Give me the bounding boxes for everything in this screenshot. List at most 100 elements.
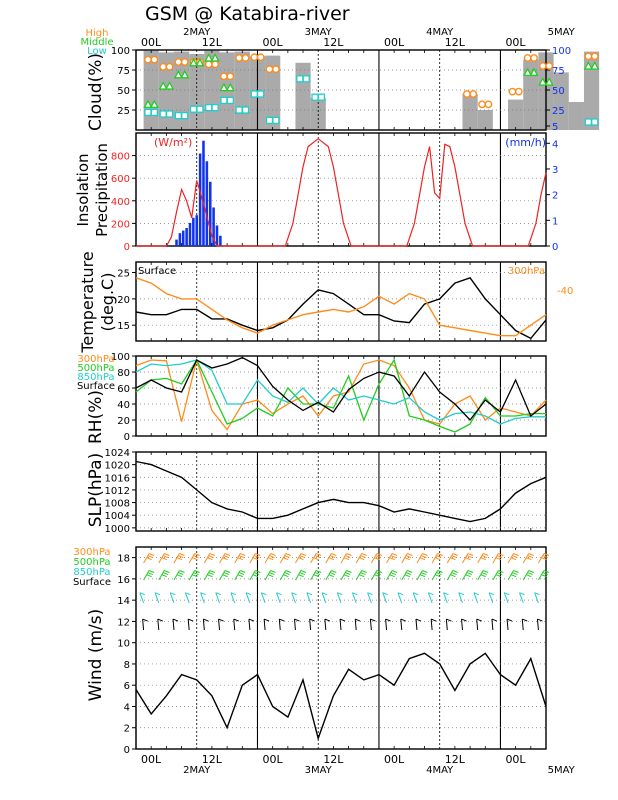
insolation-panel: 0 200 400 600 800 0 1 2 3 4 (W/m²) (mm/h) Insolat…: [74, 132, 558, 253]
y-tick-label: 14: [117, 596, 130, 607]
cloud-total-bar: [568, 102, 584, 130]
wind-barb-feather: [522, 618, 528, 622]
cloud-marker-high: [250, 53, 259, 62]
wind-barb-feather: [345, 555, 351, 559]
cloud-marker-low: [241, 106, 250, 114]
wind-barb-feather: [359, 574, 365, 578]
wind-barb-feather: [482, 553, 489, 556]
wind-barb-shaft: [386, 553, 393, 564]
wind-barb-shaft: [293, 618, 296, 631]
cloud-marker-high: [530, 54, 538, 62]
wind-barb-feather: [506, 618, 513, 622]
wind-barb-feather: [252, 557, 259, 561]
temp-right-tick: -40: [557, 286, 573, 297]
wind-barb-shaft: [536, 618, 539, 631]
wind-barb-shaft: [291, 592, 296, 604]
wind-barb-feather: [385, 618, 391, 622]
wind-barb-feather: [343, 557, 350, 561]
cloud-marker-middle: [143, 99, 153, 109]
bottom-date-label: 4MAY: [426, 765, 454, 776]
cloud-marker-middle: [164, 81, 175, 90]
wind-barb-feather: [504, 592, 510, 596]
y-tick-label: 20: [117, 295, 130, 306]
wind-barb-shaft: [234, 570, 241, 581]
wind-barb-shaft: [260, 592, 266, 604]
top-hour-label: 12L: [323, 36, 344, 49]
wind-barb-shaft: [491, 618, 494, 631]
wind-barb-feather: [452, 570, 458, 573]
wind-barb-feather: [527, 555, 533, 559]
wind-barb-feather: [370, 618, 376, 622]
y-tick-label: 1024: [105, 448, 130, 459]
wind-barb-feather: [435, 557, 441, 561]
wind-barb-shaft: [462, 570, 469, 581]
top-time-axis: 2MAY 3MAY 4MAY 5MAY 00L 12L 00L 12L 00L 12L 00L: [141, 27, 576, 49]
wind-barb-shaft: [492, 553, 499, 564]
wind-barb-feather: [146, 574, 152, 578]
panel-frame: [135, 261, 547, 342]
wind-barb-feather: [194, 570, 200, 573]
wind-barb-feather: [513, 570, 519, 573]
wind-barb-feather: [339, 618, 346, 622]
precip-bar: [188, 222, 192, 246]
wind-barb-shaft: [278, 618, 281, 631]
wind-barb-feather: [421, 572, 427, 576]
temp-300-label: 300hPa: [508, 266, 545, 277]
unit-left: (W/m²): [154, 136, 192, 149]
wind-barb-feather: [148, 570, 155, 573]
wind-barb-feather: [178, 572, 184, 576]
cloud-total-bar: [265, 55, 281, 130]
cloud-marker-low: [296, 75, 304, 83]
cloud-marker-high: [174, 58, 183, 66]
wind-barb-feather: [376, 570, 383, 573]
wind-barb-feather: [496, 572, 503, 576]
wind-barb-feather: [329, 555, 336, 559]
wind-barb-feather: [450, 574, 456, 578]
cloud-marker-low: [165, 110, 174, 118]
wind-barb-shaft: [416, 570, 423, 581]
y-tick-label: 8: [124, 660, 130, 671]
wind-barb-feather: [360, 555, 366, 559]
wind-barb-feather: [537, 618, 543, 622]
wind-barb-shaft: [400, 618, 403, 631]
y-tick-label: 15: [117, 321, 130, 332]
precipitation-bars: [175, 140, 222, 246]
wind-barb-feather: [430, 618, 437, 622]
wind-barb-feather: [452, 553, 458, 556]
wind-barb-shaft: [143, 570, 150, 581]
wind-barb-feather: [343, 574, 350, 578]
y-tick-label-right: 2: [552, 191, 558, 202]
wind-barb-shaft: [279, 553, 287, 564]
wind-barb-shaft: [370, 570, 378, 581]
cloud-marker-low: [159, 110, 167, 118]
wind-barb-feather: [346, 553, 352, 556]
wind-barb-feather: [527, 572, 533, 576]
precip-bar: [208, 181, 212, 246]
wind-barb-feather: [436, 555, 442, 559]
wind-barb-feather: [450, 557, 456, 561]
top-date-label: 3MAY: [305, 27, 333, 38]
wind-barb-feather: [263, 618, 270, 622]
wind-barb-feather: [419, 574, 426, 578]
wind-barb-feather: [315, 570, 322, 573]
wind-barb-shaft: [415, 618, 418, 631]
cloud-marker-middle: [204, 53, 214, 62]
bottom-hour-label: 00L: [141, 753, 162, 766]
legend-middle: Middle: [80, 37, 113, 48]
y-tick-label: 1004: [105, 511, 130, 522]
bottom-date-label: 5MAY: [548, 765, 576, 776]
top-hour-label: 12L: [445, 36, 466, 49]
wind-barb-feather: [428, 592, 434, 596]
wind-barb-shaft: [431, 570, 439, 581]
y-tick-label: 10: [117, 639, 130, 650]
bottom-hour-label: 00L: [505, 753, 526, 766]
y-tick-label-right: 3: [552, 165, 558, 176]
cloud-marker-high: [211, 60, 220, 69]
wind-barb-shaft: [264, 553, 272, 564]
rh-line-850hpa: [135, 359, 546, 425]
wind-barb-feather: [203, 618, 209, 622]
wind-barb-feather: [510, 574, 517, 578]
wind-barb-feather: [200, 592, 206, 596]
cloud-marker-high: [159, 62, 168, 71]
wind-barb-shaft: [202, 618, 205, 631]
